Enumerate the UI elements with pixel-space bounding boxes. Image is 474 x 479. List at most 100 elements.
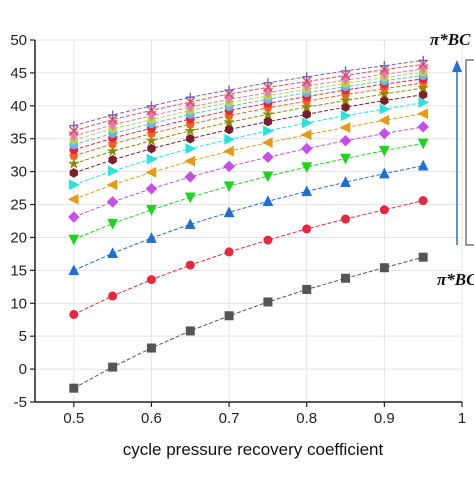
series-line <box>73 165 424 271</box>
data-point <box>106 144 119 157</box>
y-tick-label: 30 <box>10 164 27 181</box>
data-point <box>67 157 80 169</box>
data-point <box>417 108 428 120</box>
data-point <box>263 235 273 245</box>
data-point <box>145 134 158 146</box>
series-line <box>73 82 424 157</box>
y-tick-label: 0 <box>19 361 27 378</box>
data-point <box>69 179 80 191</box>
data-point <box>223 181 235 193</box>
data-point <box>380 95 389 106</box>
data-point <box>301 185 313 197</box>
x-tick-label: 0.6 <box>141 410 162 427</box>
series-line <box>73 102 424 186</box>
data-point <box>417 159 429 171</box>
plot-area <box>35 40 462 402</box>
data-point <box>146 153 158 165</box>
y-tick-label: 50 <box>10 32 27 49</box>
data-point <box>262 151 274 164</box>
data-point <box>69 121 79 131</box>
y-tick-label: 25 <box>10 197 27 214</box>
data-point <box>106 196 119 208</box>
data-point <box>300 142 313 155</box>
data-point <box>302 109 311 120</box>
y-tick-label: 35 <box>10 131 27 148</box>
data-point <box>108 155 117 165</box>
legend-arrow-head <box>452 60 462 72</box>
data-point <box>67 193 79 205</box>
data-point <box>68 264 80 276</box>
y-tick-label: 20 <box>10 229 27 246</box>
data-point <box>417 121 430 133</box>
data-point <box>223 160 235 173</box>
data-point <box>378 127 391 140</box>
series-line <box>73 59 424 127</box>
data-point <box>185 92 195 102</box>
data-point <box>184 124 197 136</box>
series-line <box>73 94 424 174</box>
data-point <box>185 326 195 336</box>
series-line <box>73 113 424 200</box>
data-point <box>185 143 197 155</box>
series-markers <box>67 55 430 393</box>
series-line <box>73 78 424 151</box>
data-point <box>302 72 312 82</box>
data-point <box>339 122 351 133</box>
data-point <box>340 70 351 81</box>
data-point <box>418 196 428 206</box>
data-point <box>224 133 236 145</box>
data-point <box>417 138 429 150</box>
data-point <box>417 81 430 94</box>
data-point <box>106 179 118 191</box>
data-point <box>146 205 157 216</box>
y-tick-label: 5 <box>19 328 27 345</box>
data-point <box>301 117 313 129</box>
data-point <box>263 125 274 137</box>
series-lines <box>73 59 424 389</box>
data-point <box>341 214 351 224</box>
data-point <box>340 176 351 187</box>
x-tick-label: 1 <box>458 410 466 427</box>
data-point <box>378 145 390 157</box>
axes: 0.5 0.6 0.7 0.8 0.9 1 -5 0 5 10 15 20 25 30 35 40 45 50 <box>10 32 466 427</box>
y-tick-label: 10 <box>10 295 27 312</box>
data-point <box>341 102 350 112</box>
data-point <box>378 87 391 100</box>
data-point <box>224 311 234 321</box>
data-point <box>107 165 119 177</box>
series-line <box>73 126 424 218</box>
series-line <box>73 87 424 165</box>
data-point <box>108 291 118 301</box>
data-point <box>69 309 79 319</box>
data-point <box>145 182 158 195</box>
data-point <box>146 232 157 243</box>
y-tick-label: 45 <box>10 65 27 82</box>
data-point <box>263 297 273 307</box>
data-point <box>379 103 391 115</box>
data-point <box>301 76 312 87</box>
x-axis-label: cycle pressure recovery coefficient <box>123 440 384 459</box>
data-point <box>223 145 234 157</box>
series-line <box>73 63 424 132</box>
series-line <box>73 256 424 389</box>
series-line <box>73 142 424 240</box>
data-point <box>146 275 156 285</box>
data-point <box>107 218 119 230</box>
data-point <box>146 101 156 111</box>
data-point <box>341 273 351 283</box>
data-point <box>147 143 156 154</box>
data-point <box>302 284 312 294</box>
data-point <box>69 383 79 393</box>
x-tick-label: 0.9 <box>374 410 395 427</box>
legend-box <box>465 59 474 246</box>
data-point <box>302 224 312 234</box>
data-point <box>108 362 118 372</box>
data-point <box>69 168 78 178</box>
legend-title-bottom: π*BC = <box>437 270 474 289</box>
data-point <box>185 260 195 270</box>
grid-layer <box>35 39 463 403</box>
data-point <box>184 155 196 167</box>
series-line <box>73 71 424 141</box>
